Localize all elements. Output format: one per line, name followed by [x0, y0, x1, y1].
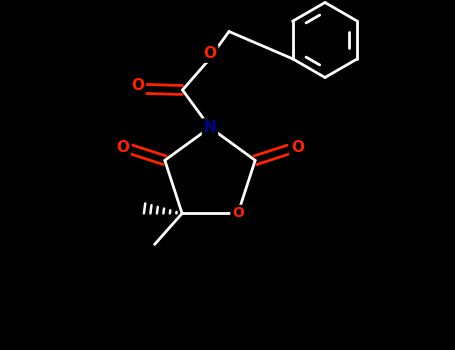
Text: N: N — [204, 120, 217, 135]
Text: O: O — [131, 77, 144, 92]
Text: O: O — [116, 140, 129, 154]
Text: O: O — [203, 46, 217, 61]
Text: O: O — [232, 206, 244, 220]
Text: O: O — [291, 140, 304, 154]
